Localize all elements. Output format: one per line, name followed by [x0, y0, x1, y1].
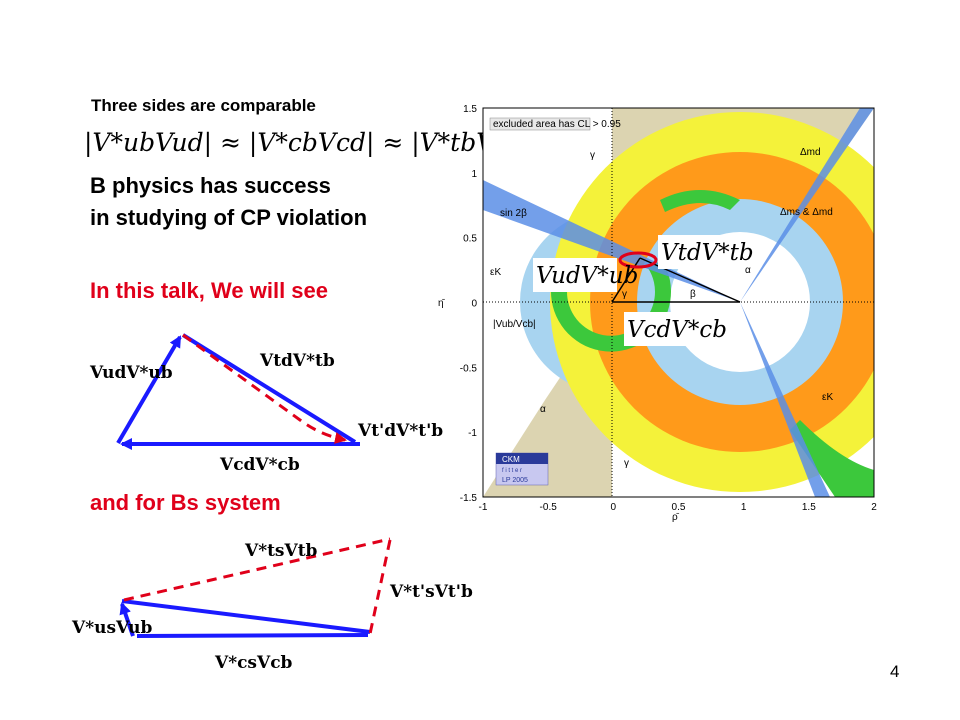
bs-dashed-vtprime — [368, 539, 392, 635]
ckm-y-axis-label: η̄ — [438, 298, 446, 309]
ckm-gamma-apex: γ — [622, 289, 627, 300]
ckm-plot: excluded area has CL > 0.95 γ sin 2β Δmd… — [438, 104, 878, 523]
ckm-logo-line3: LP 2005 — [502, 477, 528, 484]
bs-label-vtprime: V*t'sVt'b — [389, 582, 473, 602]
ckm-x-tick: 1 — [741, 502, 747, 513]
ckm-x-tick: 0.5 — [672, 502, 686, 513]
ckm-x-tick: 1.5 — [802, 502, 816, 513]
comparable-heading: Three sides are comparable — [91, 96, 316, 115]
ckm-vub-vcb: |Vub/Vcb| — [493, 319, 536, 330]
bd-label-vtprime: Vt'dV*t'b — [357, 421, 443, 441]
ckm-x-axis-label: ρ̄ — [672, 512, 680, 523]
bd-dashed-vtd — [182, 333, 347, 444]
bs-label-vus: V*usVub — [71, 618, 152, 638]
ckm-logo-line2: f i t t e r — [502, 468, 522, 474]
ckm-overlay-vud: VudV*ub — [536, 263, 638, 289]
bd-label-vud: VudV*ub — [89, 363, 173, 383]
bs-triangle: V*tsVtb V*t'sVt'b V*usVub V*csVcb — [71, 537, 473, 673]
ckm-epsk-right: εK — [822, 392, 833, 403]
ckm-x-tick: -1 — [479, 502, 488, 513]
unitarity-formula: |V*ubVud| ≈ |V*cbVcd| ≈ |V*tbVtd| — [84, 128, 529, 157]
ckm-x-ticks: -1 -0.5 0 0.5 1 1.5 2 — [479, 502, 878, 513]
ckm-dmd: Δmd — [800, 147, 821, 158]
bd-triangle: VudV*ub VtdV*tb Vt'dV*t'b VcdV*cb — [89, 333, 443, 475]
ckm-y-tick: 1.5 — [463, 104, 477, 115]
ckm-x-tick: 0 — [611, 502, 617, 513]
bphysics-line-2: in studying of CP violation — [90, 205, 368, 230]
ckm-y-tick: 0 — [471, 299, 477, 310]
ckm-overlay-vtd: VtdV*tb — [661, 240, 754, 266]
ckm-dms-dmd: Δms & Δmd — [780, 207, 833, 218]
ckm-alpha-apex: α — [745, 265, 751, 276]
ckm-alpha-bottom: α — [540, 404, 546, 415]
ckm-y-tick: -1 — [468, 428, 477, 439]
ckm-y-tick: -0.5 — [460, 363, 478, 374]
bs-label-vts: V*tsVtb — [244, 541, 318, 561]
ckm-x-tick: 2 — [871, 502, 877, 513]
ckm-beta: β — [690, 289, 696, 300]
ckm-overlay-vcd: VcdV*cb — [627, 317, 727, 343]
page-number: 4 — [890, 662, 900, 681]
ckm-logo-line1: CKM — [502, 455, 520, 464]
ckm-epsk-left: εK — [490, 267, 501, 278]
bs-label-vcs: V*csVcb — [214, 653, 293, 673]
ckm-y-tick: 1 — [471, 169, 477, 180]
ckm-legend-note: excluded area has CL > 0.95 — [493, 119, 621, 130]
bphysics-line-1: B physics has success — [90, 173, 331, 198]
talk-heading: In this talk, We will see — [90, 278, 329, 303]
ckm-x-tick: -0.5 — [540, 502, 558, 513]
bd-arrow-vtd — [181, 333, 357, 444]
ckm-y-ticks: 1.5 1 0.5 0 -0.5 -1 -1.5 — [460, 104, 478, 504]
bs-dashed-vts — [123, 537, 391, 602]
ckm-y-tick: -1.5 — [460, 493, 478, 504]
bs-arrow-vcs — [136, 633, 369, 638]
bd-arrow-vud — [116, 335, 182, 445]
bd-label-vtd: VtdV*tb — [259, 351, 335, 371]
bs-arrow-vus — [119, 602, 135, 637]
ckm-sin2beta: sin 2β — [500, 208, 527, 219]
bs-heading: and for Bs system — [90, 490, 281, 515]
ckm-gamma-top: γ — [590, 150, 595, 161]
ckm-gamma-bottom: γ — [624, 458, 629, 469]
bd-label-vcd: VcdV*cb — [219, 455, 300, 475]
ckm-y-tick: 0.5 — [463, 234, 477, 245]
bs-arrow-vts — [121, 599, 371, 634]
